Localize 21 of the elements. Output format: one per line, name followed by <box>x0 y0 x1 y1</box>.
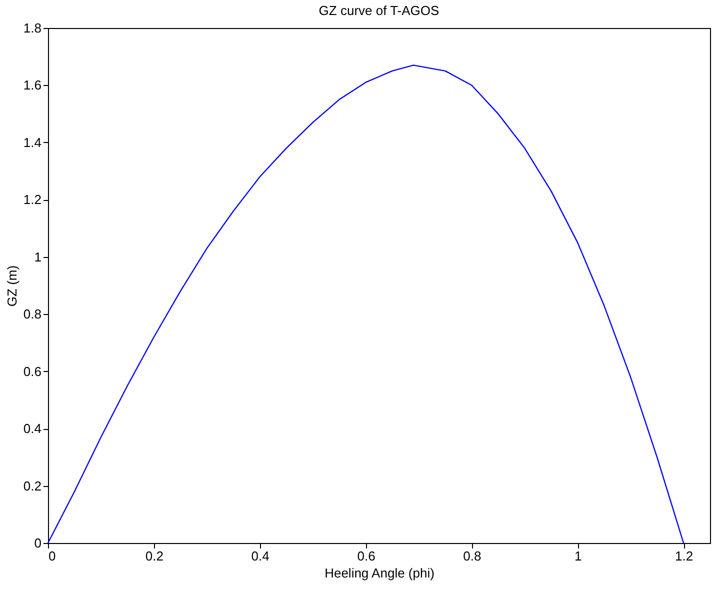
y-tick-label: 1.2 <box>23 192 42 208</box>
y-tick-label: 1.4 <box>23 134 42 150</box>
y-tick-label: 1 <box>34 249 42 264</box>
y-axis-title: GZ (m) <box>4 265 20 307</box>
x-tick-label: 0.8 <box>463 548 482 564</box>
x-tick-label: 0.2 <box>145 548 164 564</box>
y-tick-label: 0.8 <box>23 306 42 322</box>
x-tick-label: 0.6 <box>357 548 376 564</box>
line-series <box>47 64 684 544</box>
chart-title: GZ curve of T-AGOS <box>318 3 440 18</box>
x-tick-label: 1 <box>574 548 582 564</box>
x-tick-label: 0.4 <box>251 548 270 564</box>
y-tick-label: 1.6 <box>23 78 42 93</box>
y-tick-label: 0.2 <box>23 478 42 494</box>
y-tick-label: 0.4 <box>23 421 42 436</box>
x-tick-label: 0 <box>48 548 56 564</box>
x-tick-label: 1.2 <box>674 548 694 564</box>
y-tick-label: 1.8 <box>23 20 42 36</box>
y-tick-label: 0 <box>34 536 42 550</box>
x-axis-title: Heeling Angle (phi) <box>324 566 434 580</box>
y-tick-label: 0.6 <box>23 364 42 379</box>
